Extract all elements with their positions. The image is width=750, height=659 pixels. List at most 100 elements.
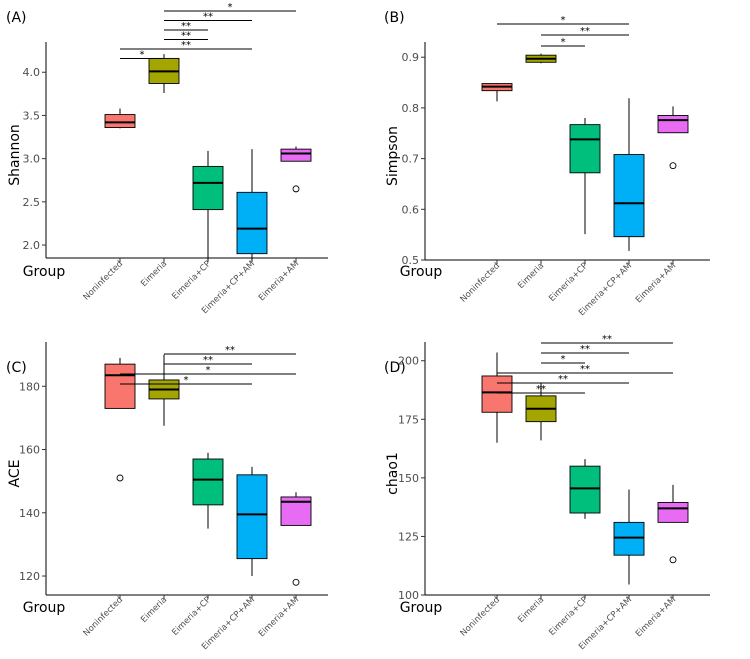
box-eimeria (525, 53, 557, 64)
y-tick-label: 140 (19, 507, 40, 520)
significance-label: * (561, 354, 566, 365)
box-body (657, 115, 689, 134)
panel-label: (C) (6, 360, 27, 376)
box-eimeria-am (657, 106, 689, 170)
x-tick-label: Eimeria+AM (634, 261, 678, 305)
box-eimeria (525, 382, 557, 441)
x-tick-label: Noninfected (82, 595, 126, 639)
y-axis-label: chao1 (385, 452, 401, 495)
panel-3: (C) ACE 120 140 160 180 Group Noninfected Eimeri… (6, 342, 328, 652)
box-eimeria-cp-am (236, 466, 268, 577)
x-tick-label: Eimeria+CP (547, 261, 590, 304)
panel-2: (B) Simpson 0.5 0.6 0.7 0.8 0.9 Group Noninfecte… (384, 10, 710, 318)
y-tick-label: 125 (398, 530, 419, 543)
y-tick-label: 160 (19, 444, 40, 457)
y-tick-label: 150 (398, 472, 419, 485)
significance-label: ** (203, 12, 213, 23)
significance-label: * (561, 37, 566, 48)
x-tick-label: Eimeria (139, 595, 169, 625)
y-tick-label: 120 (19, 570, 40, 583)
outlier-point (116, 474, 124, 482)
x-tick-label: Eimeria+AM (634, 595, 678, 639)
group-label: Group (23, 600, 66, 616)
significance-label: * (140, 50, 145, 61)
box-body (192, 165, 224, 211)
box-eimeria-cp (192, 452, 224, 529)
y-tick-label: 3.5 (23, 109, 41, 122)
box-body (569, 465, 601, 514)
box-noninfected (481, 83, 513, 102)
outlier-point (292, 578, 300, 586)
box-eimeria-cp (569, 118, 601, 235)
significance-label: * (206, 365, 211, 376)
box-body (236, 474, 268, 560)
x-tick-label: Eimeria (516, 595, 546, 625)
x-tick-label: Noninfected (459, 261, 503, 305)
significance-label: ** (580, 26, 590, 37)
box-eimeria-am (657, 484, 689, 564)
significance-label: ** (181, 31, 191, 42)
outlier-point (669, 162, 677, 170)
significance-label: ** (558, 374, 568, 385)
box-eimeria-cp-am (613, 98, 645, 251)
box-eimeria-cp (569, 459, 601, 519)
box-body (104, 363, 136, 409)
panel-1: (A) Shannon 2.0 2.5 3.0 3.5 4.0 Group Noninfecte… (6, 2, 328, 316)
panel-4: (D) chao1 100 125 150 175 200 Group Noninfected E… (384, 334, 710, 652)
box-eimeria (148, 354, 180, 426)
y-axis-label: Simpson (385, 126, 401, 186)
panel-label: (B) (384, 10, 405, 26)
box-eimeria-cp-am (236, 149, 268, 261)
box-eimeria-cp (192, 150, 224, 261)
y-tick-label: 180 (19, 380, 40, 393)
y-axis-label: ACE (7, 460, 23, 488)
y-axis-label: Shannon (7, 124, 23, 186)
box-body (481, 375, 513, 413)
y-tick-label: 0.9 (402, 51, 420, 64)
outlier-point (292, 185, 300, 193)
box-eimeria-am (280, 146, 312, 193)
box-body (613, 154, 645, 238)
panel-label: (D) (384, 360, 406, 376)
group-label: Group (400, 600, 443, 616)
y-tick-label: 4.0 (23, 66, 41, 79)
x-tick-label: Eimeria+CP (170, 595, 213, 638)
y-tick-label: 2.0 (23, 239, 41, 252)
significance-label: * (184, 375, 189, 386)
y-tick-label: 100 (398, 589, 419, 602)
x-tick-label: Eimeria (516, 261, 546, 291)
x-tick-label: Eimeria (139, 259, 169, 289)
box-noninfected (104, 108, 136, 129)
x-tick-label: Eimeria+AM (257, 259, 301, 303)
y-tick-label: 0.6 (402, 203, 420, 216)
y-tick-label: 2.5 (23, 196, 41, 209)
y-tick-label: 3.0 (23, 153, 41, 166)
x-tick-label: Eimeria+AM (257, 595, 301, 639)
box-body (613, 521, 645, 556)
box-body (280, 148, 312, 162)
y-tick-label: 200 (398, 355, 419, 368)
group-label: Group (23, 264, 66, 280)
box-body (192, 458, 224, 506)
group-label: Group (400, 264, 443, 280)
box-noninfected (481, 352, 513, 443)
box-eimeria-am (280, 492, 312, 586)
box-noninfected (104, 357, 136, 482)
significance-label: ** (580, 364, 590, 375)
x-tick-label: Noninfected (82, 259, 126, 303)
significance-label: ** (203, 355, 213, 366)
significance-label: ** (225, 345, 235, 356)
significance-label: ** (602, 334, 612, 345)
x-tick-label: Eimeria+CP (170, 259, 213, 302)
significance-label: ** (580, 344, 590, 355)
box-eimeria (148, 54, 180, 93)
y-tick-label: 0.7 (402, 153, 420, 166)
box-body (104, 114, 136, 128)
panel-label: (A) (6, 10, 27, 26)
outlier-point (669, 556, 677, 564)
box-eimeria-cp-am (613, 489, 645, 585)
significance-label: ** (181, 21, 191, 32)
box-body (569, 124, 601, 174)
